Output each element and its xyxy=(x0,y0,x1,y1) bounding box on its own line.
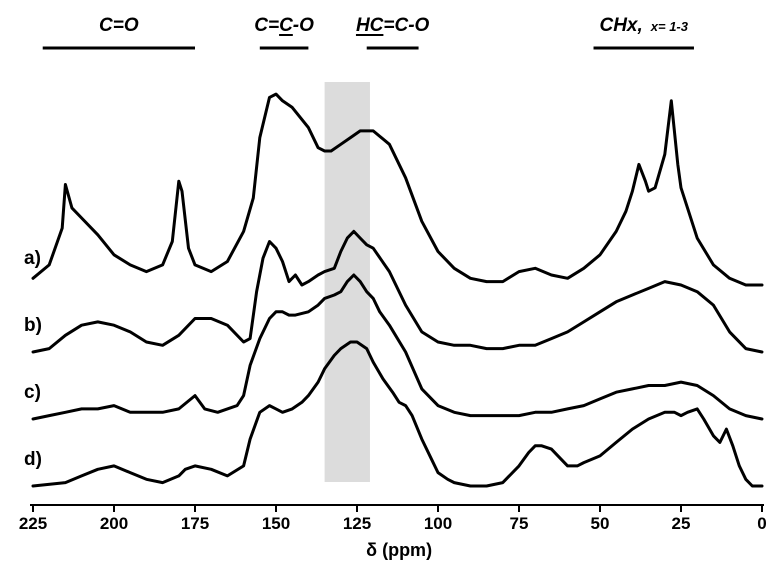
spectrum-trace-d xyxy=(31,340,764,488)
x-tick-label-25: 25 xyxy=(672,514,691,533)
trace-label-c: c) xyxy=(24,382,41,403)
x-tick-label-0: 0 xyxy=(757,514,766,533)
spectrum-trace-c xyxy=(31,273,764,421)
x-tick-label-150: 150 xyxy=(262,514,290,533)
trace-label-a: a) xyxy=(24,248,41,269)
trace-label-d: d) xyxy=(24,449,42,470)
x-tick-label-175: 175 xyxy=(181,514,209,533)
x-axis-ticks: 225 200 175 150 125 100 75 50 25 0 xyxy=(19,505,767,533)
region-marker-label-1: C=C-O xyxy=(254,15,314,36)
region-marker-label-3: CHx, x= 1-3 xyxy=(599,15,688,36)
trace-labels: a) b) c) d) xyxy=(24,248,42,470)
region-marker-label-0: C=O xyxy=(99,15,139,36)
x-tick-label-75: 75 xyxy=(510,514,529,533)
x-axis: 225 200 175 150 125 100 75 50 25 0 δ (ppm) xyxy=(19,504,767,560)
x-tick-label-100: 100 xyxy=(424,514,452,533)
spectrum-trace-b xyxy=(31,229,764,354)
x-axis-title: δ (ppm) xyxy=(366,540,432,560)
spectra-traces xyxy=(31,92,764,488)
spectrum-trace-a xyxy=(31,92,764,287)
trace-label-b: b) xyxy=(24,315,42,336)
x-tick-label-125: 125 xyxy=(343,514,371,533)
x-tick-label-225: 225 xyxy=(19,514,47,533)
region-markers: C=O C=C-O HC=C-O CHx, x= 1-3 xyxy=(42,15,694,50)
x-tick-label-50: 50 xyxy=(591,514,610,533)
x-tick-label-200: 200 xyxy=(100,514,128,533)
region-marker-label-2: HC=C-O xyxy=(356,15,430,36)
